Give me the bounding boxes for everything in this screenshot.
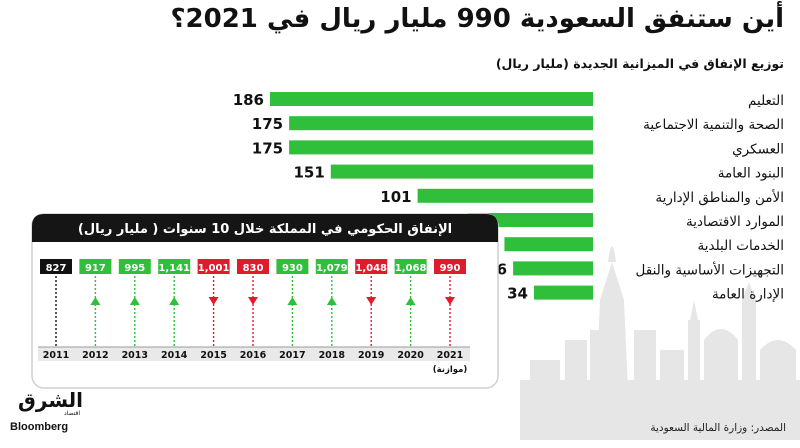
logo-arabic-text: الشرق	[18, 388, 84, 412]
bar-category-label: الصحة والتنمية الاجتماعية	[643, 117, 784, 133]
up-arrow-icon	[326, 297, 337, 305]
bar	[270, 92, 593, 106]
bar	[513, 261, 593, 276]
timeline-value-box	[394, 259, 427, 274]
timeline-year-label: 2011	[43, 350, 69, 361]
bar-value-label: 101	[380, 188, 411, 206]
timeline-axis-band	[38, 347, 470, 361]
timeline-value-box	[237, 259, 269, 274]
bar-value-label: 175	[252, 115, 283, 133]
timeline-year-label: 2013	[122, 350, 148, 361]
timeline-value-box	[355, 259, 388, 274]
timeline-value-label: 1,001	[198, 263, 230, 274]
timeline-value-label: 995	[124, 263, 145, 274]
timeline-value-box	[276, 259, 309, 274]
down-arrow-icon	[248, 297, 258, 305]
bar	[467, 213, 593, 227]
timeline-year-label: 2021	[437, 350, 463, 361]
bar-value-label: 186	[233, 91, 264, 109]
bar	[330, 164, 593, 179]
up-arrow-icon	[169, 297, 180, 305]
bar	[289, 116, 593, 131]
timeline-title: الإنفاق الحكومي في المملكة خلال 10 سنوات…	[78, 222, 452, 237]
timeline-year-label: 2020	[397, 350, 424, 361]
bar-category-label: البنود العامة	[718, 166, 784, 182]
timeline-year-label: 2015	[200, 350, 226, 361]
timeline-value-label: 917	[85, 263, 106, 274]
timeline-value-box	[434, 259, 466, 274]
timeline-year-label: 2017	[279, 350, 305, 361]
down-arrow-icon	[445, 297, 455, 305]
logo-arabic-subtext: اقتصاد	[64, 410, 81, 417]
timeline-year-label: 2016	[240, 350, 267, 361]
bar	[289, 140, 593, 155]
timeline-value-label: 1,079	[316, 263, 348, 274]
timeline-value-box	[40, 259, 72, 274]
bar	[504, 237, 593, 252]
up-arrow-icon	[287, 297, 298, 305]
headline: أين ستنفق السعودية 990 مليار ريال في 202…	[170, 4, 784, 34]
down-arrow-icon	[366, 297, 377, 305]
bar	[417, 188, 593, 203]
up-arrow-icon	[405, 297, 416, 305]
timeline-value-label: 830	[243, 263, 264, 274]
bar	[533, 285, 593, 300]
timeline-year-label: 2012	[82, 350, 108, 361]
timeline-value-box	[158, 259, 191, 274]
up-arrow-icon	[90, 297, 101, 305]
timeline-value-label: 1,068	[395, 263, 427, 274]
bar-category-label: الإدارة العامة	[712, 287, 784, 303]
asharq-bloomberg-logo: الشرق اقتصاد Bloomberg	[8, 388, 104, 440]
down-arrow-icon	[208, 297, 219, 305]
bar-chart-title: توزيع الإنفاق في الميزانية الجديدة (مليا…	[495, 56, 784, 71]
bar-value-label: 175	[252, 139, 283, 157]
timeline-value-box	[79, 259, 112, 274]
logo-english-text: Bloomberg	[10, 421, 69, 433]
bar-category-label: التجهيزات الأساسية والنقل	[636, 261, 784, 278]
timeline-year-label: 2014	[161, 350, 188, 361]
timeline-value-box	[197, 259, 230, 274]
timeline-year-label: 2019	[358, 350, 384, 361]
bar-category-label: الخدمات البلدية	[698, 238, 785, 254]
timeline-value-box	[118, 259, 151, 274]
timeline-value-label: 1,141	[158, 263, 190, 274]
timeline-value-box	[315, 259, 348, 274]
timeline-header-bar	[32, 214, 498, 242]
timeline-budget-note: (موازنة)	[433, 365, 468, 375]
timeline-value-label: 930	[282, 263, 303, 274]
bar-category-label: الموارد الاقتصادية	[686, 214, 784, 230]
timeline-year-label: 2018	[319, 350, 346, 361]
bar-category-label: التعليم	[748, 93, 784, 109]
bar-value-label: 151	[293, 164, 324, 182]
timeline-value-label: 990	[440, 263, 461, 274]
timeline-value-label: 1,048	[355, 263, 387, 274]
bar-category-label: الأمن والمناطق الإدارية	[655, 189, 784, 206]
bar-value-label: 34	[507, 285, 528, 303]
bar-category-label: العسكري	[732, 141, 784, 157]
up-arrow-icon	[129, 297, 140, 305]
timeline-value-label: 827	[46, 263, 67, 274]
source-note: المصدر: وزارة المالية السعودية	[650, 422, 786, 434]
